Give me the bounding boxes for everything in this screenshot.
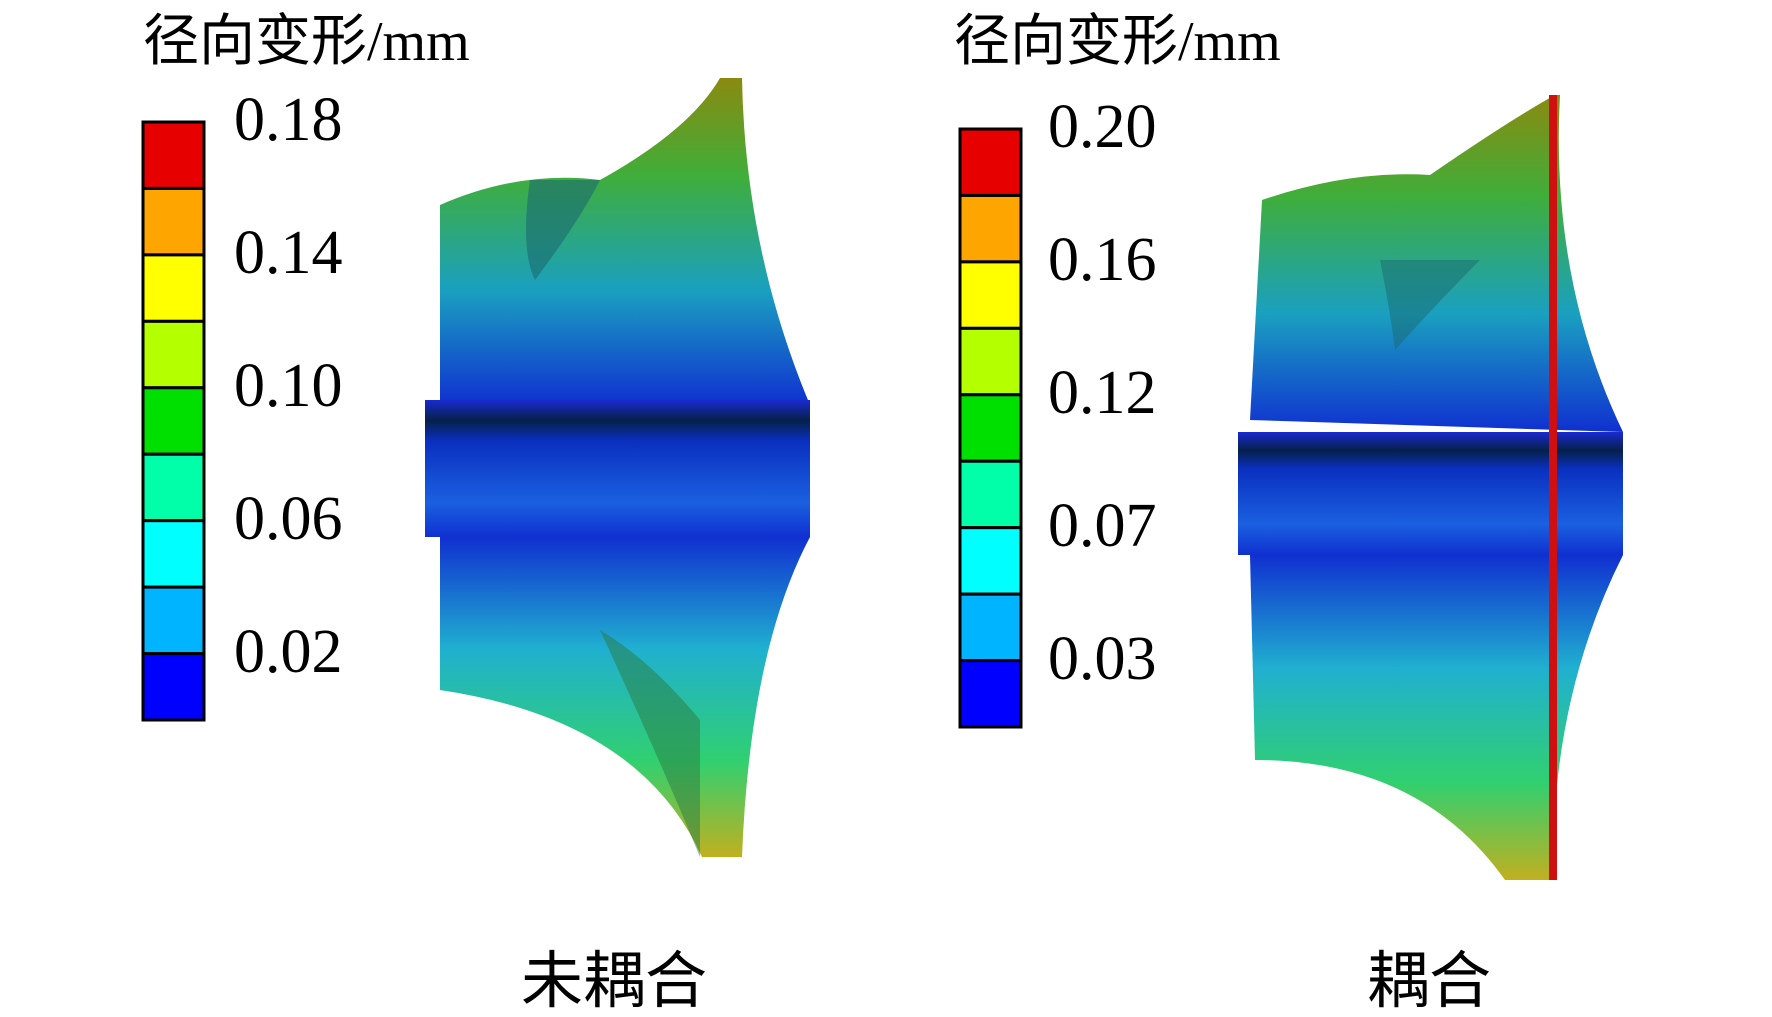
colorbar-segment [141,186,206,257]
colorbar-segment [958,260,1023,330]
colorbar-segment [958,193,1023,264]
colorbar-label: 0.07 [1048,492,1157,560]
colorbar-segment [141,452,206,523]
colorbar-segment [141,652,206,722]
legend-title: 径向变形/mm [954,11,1281,73]
colorbar-segment [958,592,1023,663]
impeller-uncoupled [425,78,810,857]
colorbar-segment [141,386,206,456]
colorbar-label: 0.20 [1048,93,1157,161]
caption: 耦合 [1367,948,1491,1012]
impeller-coupled [1238,95,1623,880]
colorbar-segment [141,253,206,323]
colorbar-segment [141,519,206,589]
colorbar-label: 0.03 [1048,625,1157,693]
colorbar-segment [958,526,1023,596]
colorbar-segment [141,585,206,656]
colorbar-label: 0.18 [234,86,343,154]
colorbar-label: 0.16 [1048,226,1157,294]
colorbar-label: 0.12 [1048,359,1157,427]
colorbar-segment [958,459,1023,530]
caption-group: 未耦合 耦合 [521,948,1491,1016]
caption: 未耦合 [521,948,707,1012]
colorbar-label: 0.10 [234,352,343,420]
colorbar-segment [141,319,206,390]
legend-title: 径向变形/mm [143,11,470,73]
colorbar-segment [141,120,206,190]
colorbar-segment [958,127,1023,197]
colorbar-label: 0.02 [234,618,343,686]
colorbar-label: 0.06 [234,485,343,553]
colorbar-segment [958,659,1023,729]
colorbar-segment [958,393,1023,463]
colorbar-label: 0.14 [234,219,343,287]
colorbar-segment [958,326,1023,397]
